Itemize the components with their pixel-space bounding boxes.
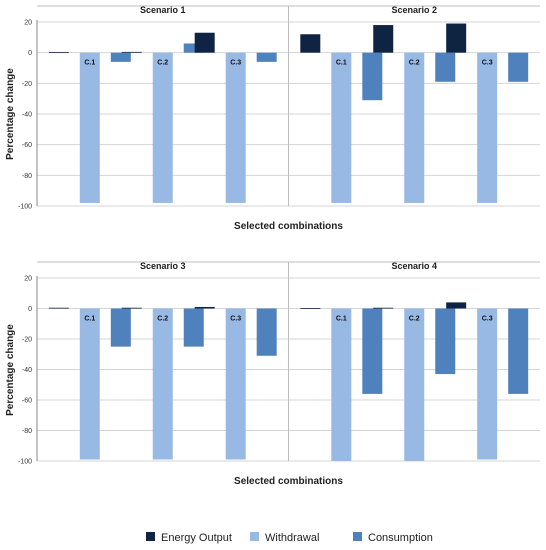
bar-consumption: [508, 52, 529, 82]
chart-1: 20 0 -20 -40 -60 -80 -100 Percentage change Sele…: [5, 5, 540, 232]
chart-2: 20 0 -20 -40 -60 -80 -100 Percentage change Sele…: [5, 261, 540, 487]
bar-consumption: [435, 308, 456, 375]
legend: Energy Output Withdrawal Consumption: [146, 532, 433, 544]
y-tick-label: -20: [22, 337, 32, 344]
bar-energy-output: [300, 34, 321, 53]
y-tick-label: 20: [24, 20, 32, 27]
bar-energy-output: [194, 306, 215, 309]
category-label: C.2: [157, 60, 168, 67]
category-label: C.2: [409, 316, 420, 323]
category-label: C.1: [84, 60, 95, 67]
bar-withdrawal: [225, 52, 246, 203]
panel-title: Scenario 2: [391, 5, 437, 15]
y-tick-label: -60: [22, 142, 32, 149]
bar-withdrawal: [152, 52, 173, 203]
bar-withdrawal: [225, 308, 246, 460]
bar-withdrawal: [79, 52, 100, 203]
bar-energy-output: [194, 32, 215, 53]
legend-label: Energy Output: [161, 532, 232, 544]
panel-title: Scenario 1: [140, 5, 186, 15]
panel-title: Scenario 4: [391, 261, 437, 271]
bar-withdrawal: [477, 308, 498, 460]
bar-consumption: [508, 308, 529, 394]
bar-energy-output: [121, 307, 142, 309]
bar-energy-output: [446, 302, 467, 309]
y-tick-label: 0: [28, 306, 32, 313]
category-label: C.3: [230, 60, 241, 67]
category-label: C.1: [336, 316, 347, 323]
legend-swatch: [250, 532, 259, 541]
bar-consumption: [256, 52, 277, 62]
y-tick-label: 20: [24, 276, 32, 283]
bar-energy-output: [373, 307, 394, 309]
y-tick-label: -40: [22, 367, 32, 374]
bar-consumption: [183, 43, 204, 53]
bar-energy-output: [48, 307, 69, 309]
panel-scenario-3: Scenario 3 C.1 C.2 C.3: [48, 261, 277, 460]
bar-withdrawal: [79, 308, 100, 460]
y-tick-label: -20: [22, 81, 32, 88]
legend-label: Consumption: [368, 532, 433, 544]
legend-item-consumption: Consumption: [353, 532, 433, 544]
y-tick-label: -40: [22, 112, 32, 119]
bar-consumption: [362, 308, 383, 394]
bar-energy-output: [48, 52, 69, 54]
category-label: C.3: [482, 316, 493, 323]
panel-scenario-2: Scenario 2 C.1 C.2 C.3: [300, 5, 529, 203]
charts-layer: 20 0 -20 -40 -60 -80 -100 Percentage change Sele…: [5, 5, 540, 487]
bar-consumption: [183, 308, 204, 347]
bar-consumption: [256, 308, 277, 356]
bar-energy-output: [300, 308, 321, 309]
bar-energy-output: [373, 25, 394, 53]
bar-withdrawal: [404, 52, 425, 203]
category-label: C.1: [84, 316, 95, 323]
panel-scenario-1: Scenario 1 C.1 C.2 C.3: [48, 5, 277, 203]
bar-consumption: [110, 308, 131, 347]
bar-withdrawal: [331, 308, 352, 461]
category-label: C.1: [336, 60, 347, 67]
bar-withdrawal: [477, 52, 498, 203]
y-axis-label: Percentage change: [5, 324, 16, 416]
y-tick-label: -100: [18, 459, 32, 466]
legend-item-energy-output: Energy Output: [146, 532, 232, 544]
bar-energy-output: [121, 51, 142, 53]
bar-consumption: [110, 52, 131, 62]
bar-withdrawal: [331, 52, 352, 203]
category-label: C.2: [409, 60, 420, 67]
panel-scenario-4: Scenario 4 C.1 C.2 C.3: [300, 261, 529, 461]
legend-swatch: [353, 532, 362, 541]
panel-title: Scenario 3: [140, 261, 186, 271]
y-tick-label: -60: [22, 398, 32, 405]
y-tick-label: -80: [22, 173, 32, 180]
y-tick-label: -100: [18, 204, 32, 211]
y-tick-label: 0: [28, 50, 32, 57]
y-axis-label: Percentage change: [5, 68, 16, 160]
legend-swatch: [146, 532, 155, 541]
bar-withdrawal: [152, 308, 173, 460]
category-label: C.3: [482, 60, 493, 67]
bar-consumption: [435, 52, 456, 82]
bar-energy-output: [446, 23, 467, 53]
bar-withdrawal: [404, 308, 425, 461]
category-label: C.2: [157, 316, 168, 323]
x-axis-label: Selected combinations: [234, 476, 343, 487]
y-tick-label: -80: [22, 428, 32, 435]
x-axis-label: Selected combinations: [234, 221, 343, 232]
legend-label: Withdrawal: [265, 532, 319, 544]
category-label: C.3: [230, 316, 241, 323]
bar-consumption: [362, 52, 383, 101]
legend-item-withdrawal: Withdrawal: [250, 532, 319, 544]
